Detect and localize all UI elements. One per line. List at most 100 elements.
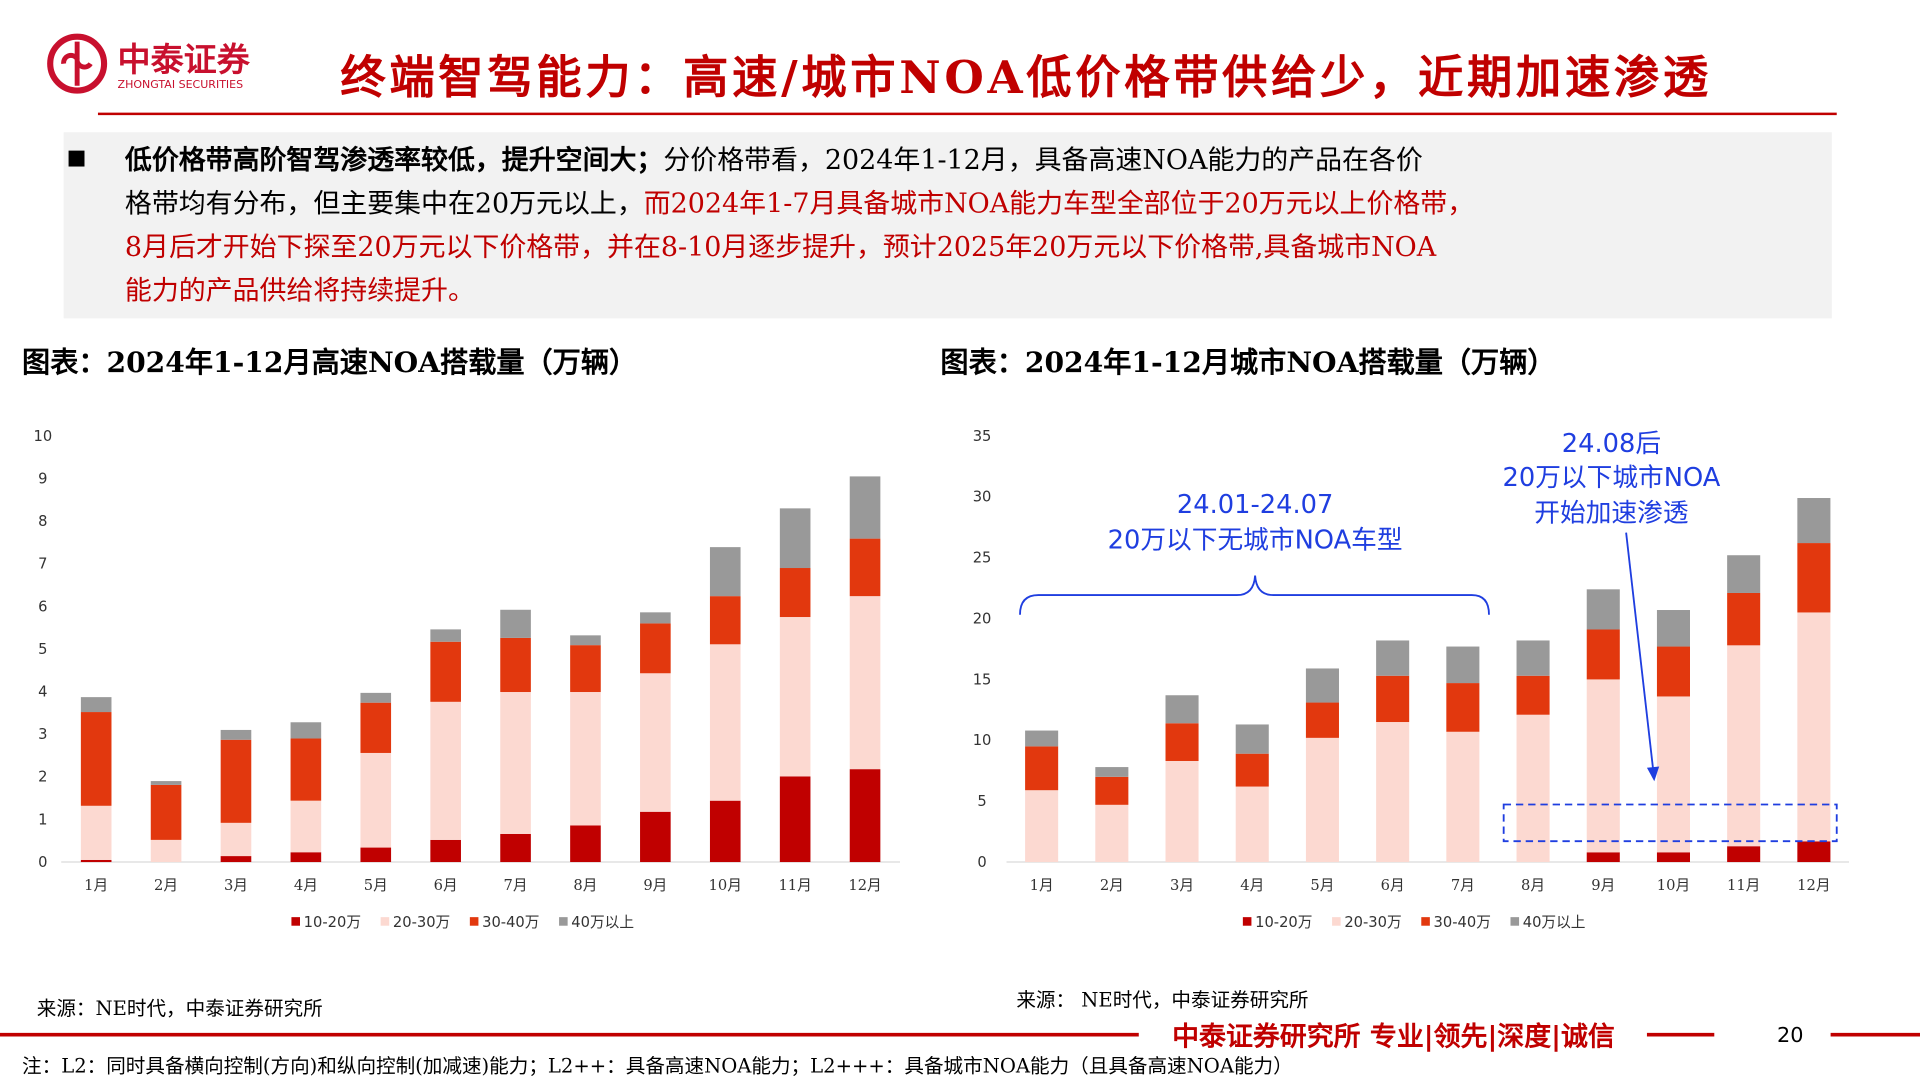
legend-label: 20-30万: [1344, 914, 1401, 931]
bar-segment: [80, 859, 112, 863]
x-tick-label: 3月: [224, 877, 248, 894]
bar-segment: [779, 508, 811, 569]
bar-segment: [709, 800, 741, 863]
bar-segment: [1235, 753, 1269, 787]
x-tick-label: 10月: [1657, 877, 1690, 894]
x-tick-label: 11月: [778, 877, 811, 894]
bar-segment: [360, 692, 392, 703]
bar-segment: [1095, 767, 1129, 777]
annotation: 开始加速渗透: [1534, 499, 1688, 529]
bar-segment: [430, 629, 461, 642]
bullet-run: 分价格带看，2024年1-12月，具备高速NOA能力的产品在各价: [663, 145, 1423, 176]
legend-swatch: [559, 917, 568, 926]
bullet-run: 低价格带高阶智驾渗透率较低，提升空间大；: [124, 144, 663, 176]
x-tick-label: 6月: [1381, 877, 1405, 894]
bar-segment: [1797, 543, 1831, 613]
bar-segment: [360, 752, 392, 848]
bar-segment: [779, 617, 811, 777]
x-tick-label: 12月: [1797, 877, 1830, 894]
bar-segment: [290, 738, 322, 801]
bar-segment: [849, 596, 881, 770]
bar-segment: [290, 800, 322, 853]
bar-segment: [1586, 852, 1620, 863]
bullet-line: 低价格带高阶智驾渗透率较低，提升空间大；分价格带看，2024年1-12月，具备高…: [124, 144, 1423, 176]
bar-segment: [1656, 610, 1690, 647]
x-tick-label: 10月: [709, 877, 742, 894]
bar-segment: [1095, 776, 1129, 805]
bullet-line: 能力的产品供给将持续提升。: [125, 275, 475, 306]
bar-segment: [500, 692, 531, 834]
bar-segment: [1516, 640, 1550, 676]
bar-segment: [80, 712, 112, 806]
legend-label: 20-30万: [393, 914, 450, 931]
bar-segment: [1165, 760, 1199, 863]
y-tick-label: 10: [973, 732, 992, 749]
bar-segment: [1727, 555, 1761, 593]
bar-segment: [779, 568, 811, 618]
x-tick-label: 4月: [294, 877, 318, 894]
legend-swatch: [1510, 917, 1520, 926]
bar-segment: [849, 538, 881, 597]
bar-segment: [290, 852, 322, 863]
y-tick-label: 5: [38, 641, 47, 658]
logo-text: 中泰证券: [118, 40, 251, 79]
x-tick-label: 4月: [1240, 877, 1264, 894]
y-tick-label: 6: [38, 598, 47, 615]
bar-segment: [1516, 675, 1550, 715]
bar-segment: [1165, 723, 1199, 761]
bar-segment: [570, 645, 601, 693]
annotation: 24.08后: [1562, 429, 1661, 459]
bar-segment: [1376, 675, 1410, 723]
bullet-run: 格带均有分布，但主要集中在20万元以上，: [125, 188, 644, 219]
y-tick-label: 10: [34, 428, 53, 445]
y-tick-label: 9: [38, 470, 47, 487]
x-tick-label: 2月: [154, 877, 178, 894]
legend-label: 40万以上: [571, 914, 634, 931]
y-tick-label: 7: [38, 556, 47, 573]
bar-segment: [1797, 498, 1831, 544]
bar-segment: [709, 547, 741, 597]
legend-label: 10-20万: [1255, 914, 1312, 931]
legend-swatch: [1332, 917, 1341, 926]
chart-title: 图表：2024年1-12月高速NOA搭载量（万辆）: [22, 346, 637, 379]
y-tick-label: 0: [977, 854, 986, 871]
bar-segment: [1165, 695, 1199, 724]
bullet-text: 低价格带高阶智驾渗透率较低，提升空间大；分价格带看，2024年1-12月，具备高…: [124, 144, 1474, 306]
logo-icon-mark: [61, 41, 93, 86]
bar-segment: [500, 637, 531, 693]
x-tick-label: 8月: [573, 877, 597, 894]
y-tick-label: 15: [973, 671, 992, 688]
y-tick-label: 4: [38, 683, 47, 700]
legend-swatch: [380, 917, 390, 926]
bar-segment: [1446, 683, 1480, 732]
bar-segment: [849, 476, 881, 539]
bar-segment: [360, 702, 392, 753]
bar-segment: [1305, 702, 1339, 738]
arrow: [1625, 532, 1654, 770]
x-tick-label: 11月: [1727, 877, 1760, 894]
bar-segment: [1586, 629, 1620, 680]
logo-icon: [47, 33, 108, 94]
y-tick-label: 35: [973, 428, 992, 445]
bar-segment: [500, 609, 531, 638]
slide-title: 终端智驾能力：高速/城市NOA低价格带供给少，近期加速渗透: [340, 50, 1712, 104]
arrow-head: [1646, 766, 1660, 782]
bar-segment: [150, 781, 182, 785]
legend-label: 10-20万: [304, 914, 361, 931]
bar-segment: [640, 623, 671, 674]
legend-label: 40万以上: [1523, 914, 1586, 931]
footer-note: 注：L2：同时具备横向控制(方向)和纵向控制(加减速)能力；L2++：具备高速N…: [22, 1055, 1293, 1078]
bar-segment: [1446, 731, 1480, 863]
bar-segment: [150, 784, 182, 840]
y-tick-label: 5: [977, 793, 986, 810]
brace: [1019, 575, 1490, 615]
bar-segment: [1586, 589, 1620, 630]
bar-segment: [1727, 846, 1761, 863]
logo: 中泰证券 ZHONGTAI SECURITIES: [47, 33, 251, 94]
bar-segment: [709, 644, 741, 801]
bar-segment: [150, 839, 182, 863]
legend-label: 30-40万: [1434, 914, 1491, 931]
x-tick-label: 9月: [643, 877, 667, 894]
bar-segment: [80, 805, 112, 860]
